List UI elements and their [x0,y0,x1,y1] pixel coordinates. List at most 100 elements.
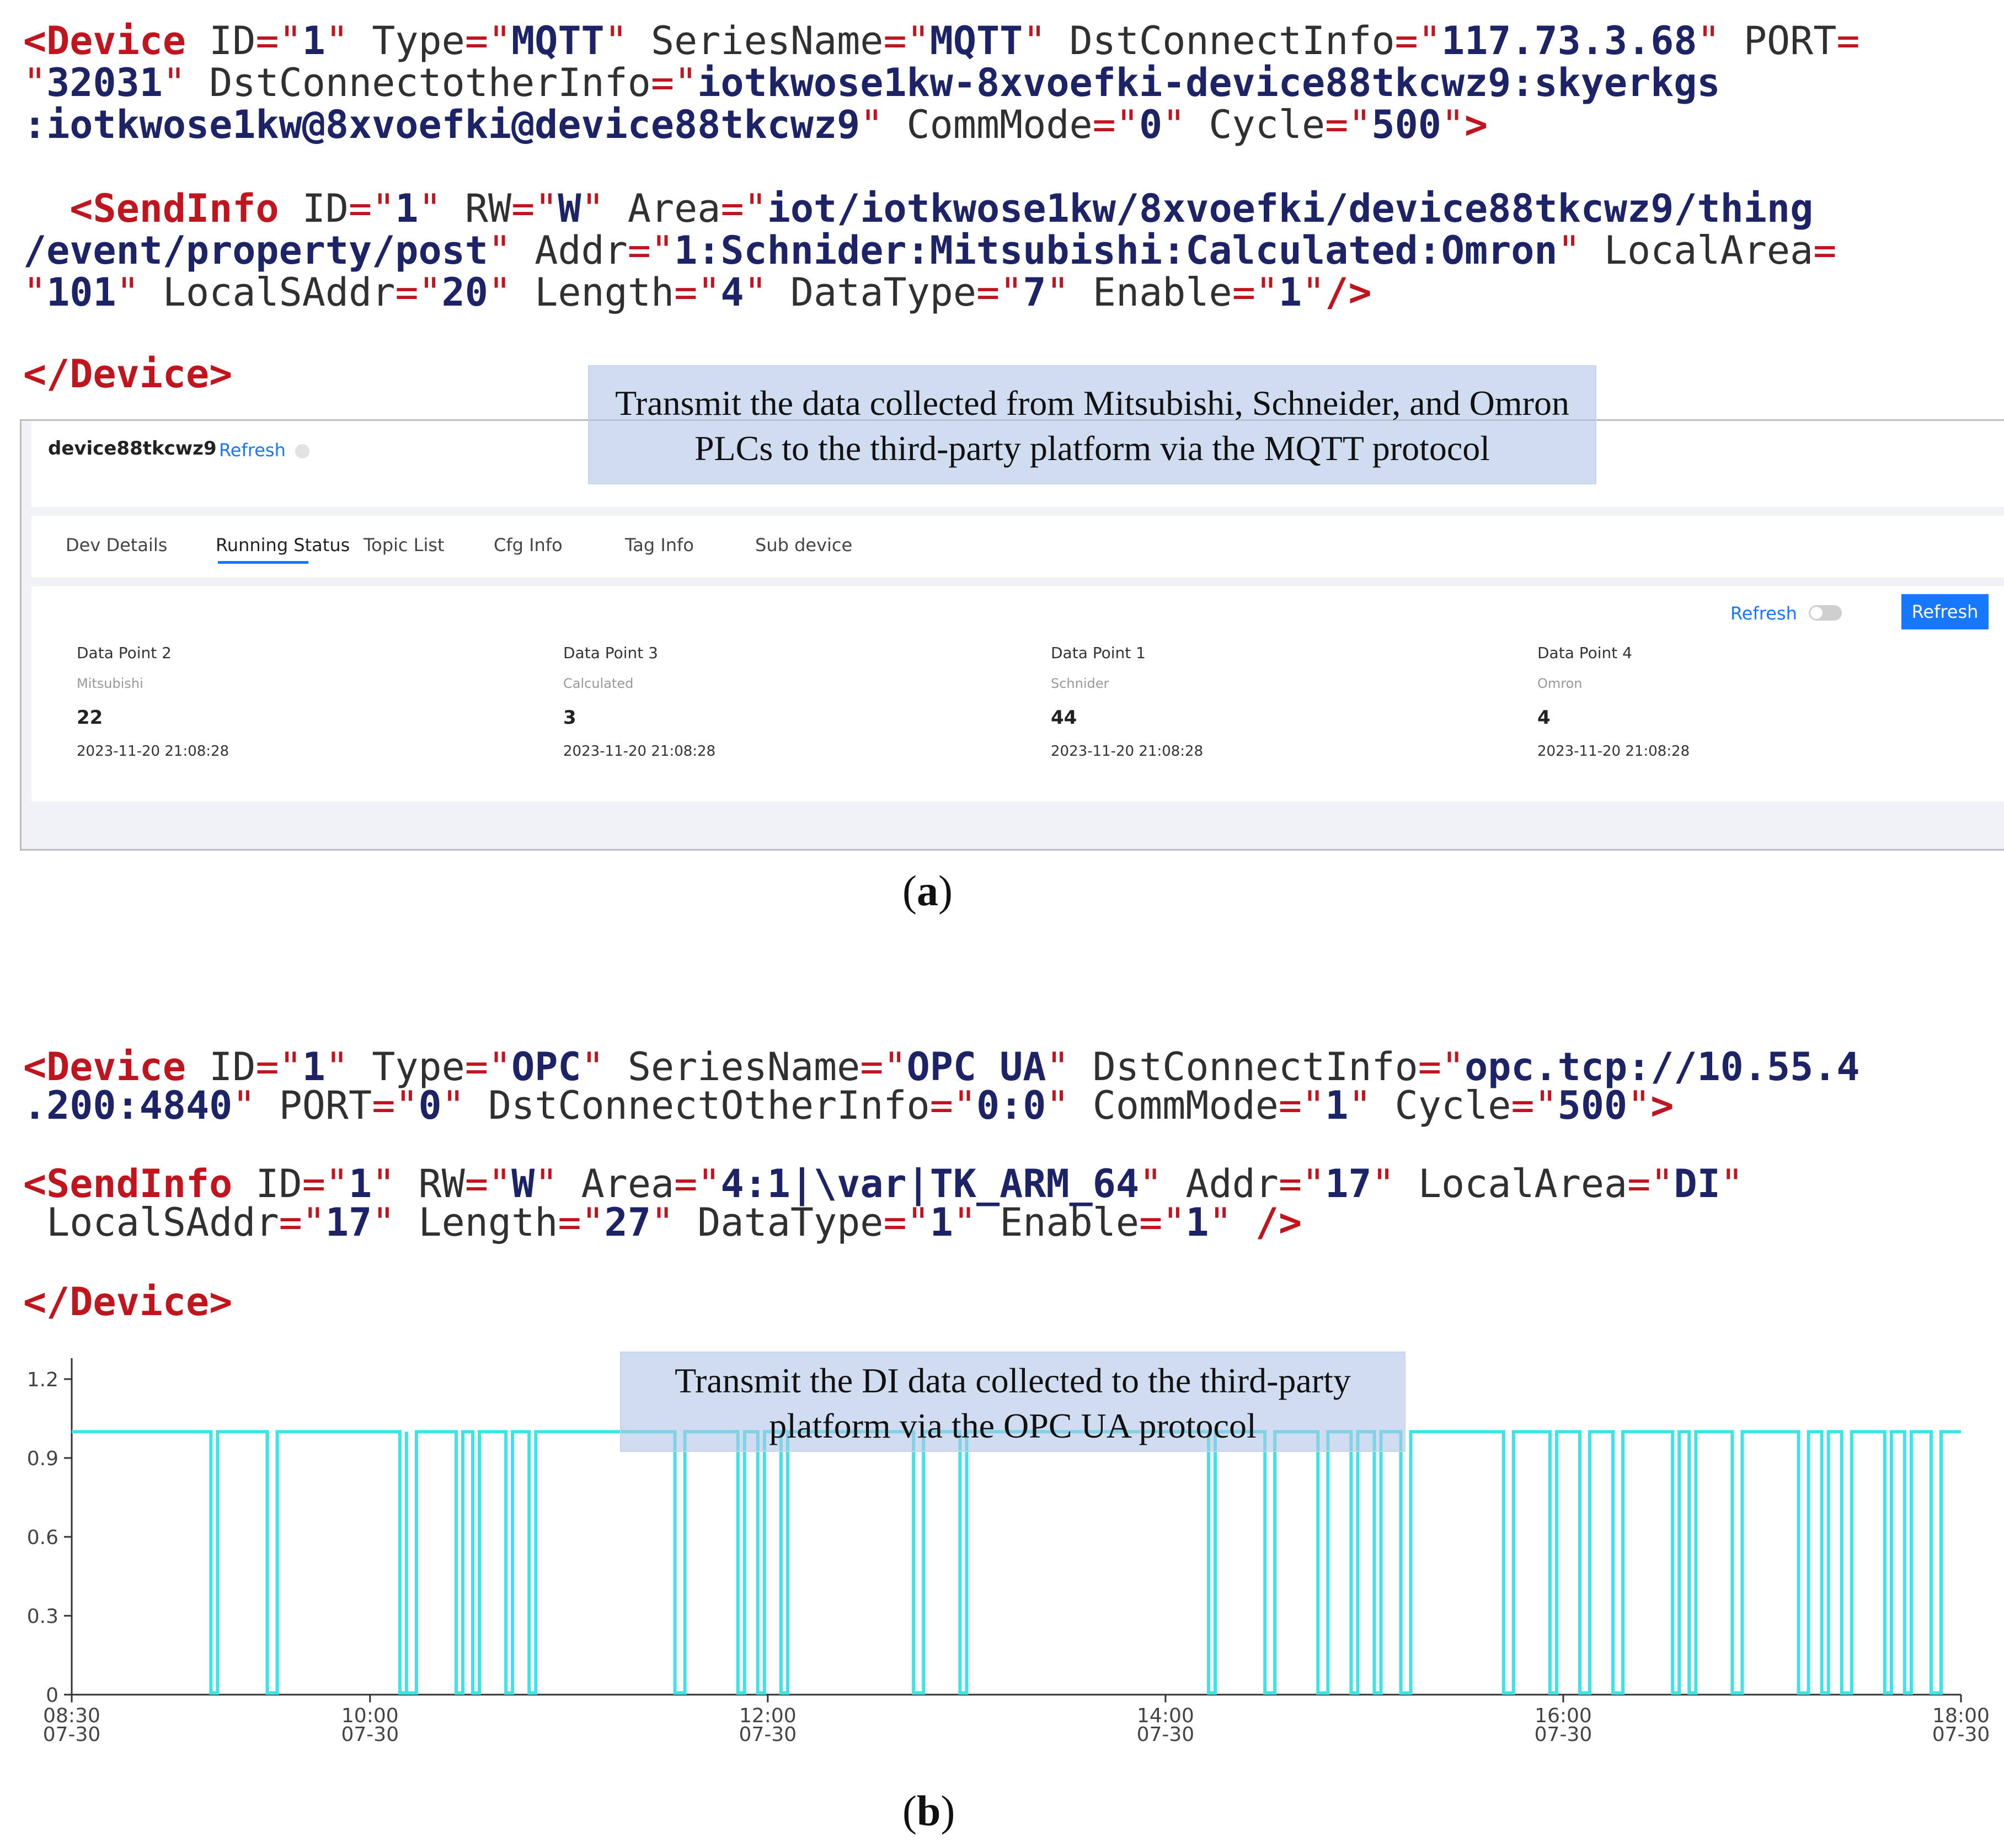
data-point-time: 2023-11-20 21:08:28 [77,743,229,760]
data-point-name: Data Point 3 [563,644,658,662]
attr-value: 1 [395,186,419,231]
attr-value: 1 [302,18,325,63]
code-space [674,1200,697,1245]
attr-name: DataType [790,270,977,315]
attr-quote: =" [883,1200,930,1245]
attr-quote: " [418,186,442,231]
data-point-name: Data Point 2 [77,644,172,662]
opc-sendinfo-line-1: <SendInfo ID="1" RW="W" Area="4:1|\var|T… [23,1163,1744,1205]
x-tick-date-label: 07-30 [341,1723,399,1746]
attr-value: 1 [1185,1200,1209,1245]
code-space [23,186,70,231]
code-space [186,18,209,63]
refresh-button[interactable]: Refresh [1901,594,1989,629]
attr-quote: " [1023,18,1046,63]
header-refresh-link[interactable]: Refresh [219,440,286,461]
attr-value: 17 [1325,1161,1372,1206]
attr-name: DstConnectotherInfo [209,60,651,105]
data-point-value: 22 [77,707,103,729]
attr-name: CommMode [1092,1083,1279,1128]
attr-name: Cycle [1209,102,1326,147]
attr-quote: " [604,18,628,63]
tab-topic-list[interactable]: Topic List [364,535,445,556]
attr-name: ID [209,1044,256,1089]
auto-refresh-toggle[interactable] [1809,605,1842,621]
attr-value: 1 [302,1044,325,1089]
data-point-source: Mitsubishi [77,676,143,691]
attr-value: MQTT [929,18,1023,63]
mqtt-device-line-2: "32031" DstConnectotherInfo="iotkwose1kw… [23,62,1720,104]
code-space [255,1083,279,1128]
attr-value: 7 [1023,270,1046,315]
attr-quote: " [325,18,349,63]
attr-quote: =" [860,1044,907,1089]
data-point-name: Data Point 1 [1051,644,1146,662]
attr-value: 500 [1371,102,1441,147]
attr-quote: =" [372,1083,419,1128]
y-tick-label: 0.9 [27,1448,58,1470]
di-series-line [72,1430,1961,1695]
code-space [1395,1161,1418,1206]
attr-name: Enable [1000,1200,1140,1245]
code-space [395,1200,418,1245]
tab-cfg-info[interactable]: Cfg Info [494,535,563,556]
attr-value: 117.73.3.68 [1441,18,1697,63]
code-space [1070,1083,1093,1128]
x-tick-time-label: 08:30 [43,1705,100,1727]
attr-quote: " [1046,1083,1070,1128]
attr-value: .200:4840 [23,1083,233,1128]
attr-value: 0 [1139,102,1163,147]
tag-close: > [1650,1083,1674,1128]
y-tick-label: 0.6 [27,1526,58,1549]
attr-quote: =" [1511,1083,1558,1128]
attr-value: 4:1|\var|TK_ARM_64 [720,1161,1140,1206]
code-space [1581,228,1604,273]
x-tick-date-label: 07-30 [1137,1723,1195,1746]
attr-quote: =" [674,1161,721,1206]
attr-name: Cycle [1394,1083,1511,1128]
attr-value: iotkwose1kw-8xvoefki-device88tkcwz9:skye… [697,60,1720,105]
attr-quote: =" [349,186,396,231]
data-point-value: 4 [1537,707,1551,729]
attr-value: 27 [604,1200,651,1245]
attr-quote: =" [1232,270,1279,315]
opc-device-line-2: .200:4840" PORT="0" DstConnectOtherInfo=… [23,1085,1674,1126]
attr-name: SeriesName [651,18,884,63]
tab-running-status[interactable]: Running Status [216,535,350,556]
data-point-value: 3 [563,707,576,729]
tab-tag-info[interactable]: Tag Info [625,535,694,556]
mqtt-annotation-note: Transmit the data collected from Mitsubi… [588,365,1596,484]
device-name: device88tkcwz9 [48,437,217,460]
y-tick-label: 0.3 [27,1605,58,1628]
attr-quote: =" [464,1161,512,1206]
attr-quote: =" [464,18,512,63]
data-point-source: Schnider [1051,676,1109,691]
attr-value: 0:0 [976,1083,1046,1128]
attr-quote: " [23,270,47,315]
attr-quote: " [1162,102,1186,147]
attr-name: LocalArea [1604,228,1814,273]
code-space [23,1200,46,1245]
mqtt-sendinfo-line-2: /event/property/post" Addr="1:Schnider:M… [23,229,1836,271]
attr-quote: =" [1278,1083,1326,1128]
attr-quote: " [860,102,884,147]
tab-sub-device[interactable]: Sub device [755,535,853,556]
attr-quote: =" [255,1044,302,1089]
tag-open: <SendInfo [23,1161,233,1206]
attr-quote: " [1627,1083,1651,1128]
tab-dev-details[interactable]: Dev Details [66,535,168,556]
attr-quote: =" [558,1200,605,1245]
attr-quote: =" [1418,1044,1465,1089]
attr-quote: =" [883,18,930,63]
code-space [1720,18,1744,63]
attr-name: Enable [1092,270,1232,315]
attr-quote: " [1371,1161,1395,1206]
x-tick-time-label: 10:00 [341,1705,399,1727]
attr-quote: " [1348,1083,1372,1128]
attr-value: 1 [349,1161,372,1206]
attr-value: 1 [1278,270,1302,315]
attr-quote: =" [627,228,675,273]
y-tick-label: 1.2 [27,1369,58,1391]
attr-name: Length [535,270,675,315]
mqtt-sendinfo-line-3: "101" LocalSAddr="20" Length="4" DataTyp… [23,271,1372,313]
